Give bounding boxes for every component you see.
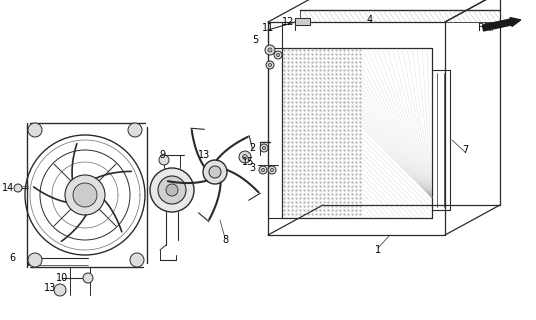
Circle shape [274,51,282,59]
Text: 10: 10 [56,273,68,283]
Text: 2: 2 [249,143,255,153]
FancyArrow shape [482,18,521,31]
Text: 13: 13 [44,283,56,293]
Circle shape [239,151,251,163]
Circle shape [268,166,276,174]
Circle shape [158,176,186,204]
Circle shape [259,166,267,174]
Text: 3: 3 [249,163,255,173]
Circle shape [268,48,272,52]
Text: 12: 12 [282,17,294,27]
Circle shape [65,175,105,215]
Circle shape [73,183,97,207]
Circle shape [269,63,272,67]
Polygon shape [295,18,310,25]
Circle shape [166,184,178,196]
Circle shape [159,155,169,165]
Circle shape [28,253,42,267]
Circle shape [150,168,194,212]
Circle shape [14,184,22,192]
Circle shape [265,45,275,55]
Circle shape [270,168,273,172]
Circle shape [262,168,265,172]
Text: 1: 1 [375,245,381,255]
Text: 7: 7 [462,145,468,155]
Circle shape [130,253,144,267]
Text: 11: 11 [262,23,274,33]
Circle shape [83,273,93,283]
Text: 9: 9 [159,150,165,160]
Circle shape [209,166,221,178]
Text: FR.: FR. [478,23,494,33]
Text: 15: 15 [242,157,254,167]
Text: 4: 4 [367,15,373,25]
Text: 14: 14 [2,183,14,193]
Text: 5: 5 [252,35,258,45]
Circle shape [54,284,66,296]
Circle shape [277,53,280,57]
Circle shape [28,123,42,137]
Circle shape [243,155,248,159]
Circle shape [128,123,142,137]
Circle shape [266,61,274,69]
Circle shape [260,144,268,152]
Circle shape [263,147,266,150]
Text: 13: 13 [198,150,210,160]
Text: 8: 8 [222,235,228,245]
Text: 6: 6 [9,253,15,263]
Circle shape [203,160,227,184]
